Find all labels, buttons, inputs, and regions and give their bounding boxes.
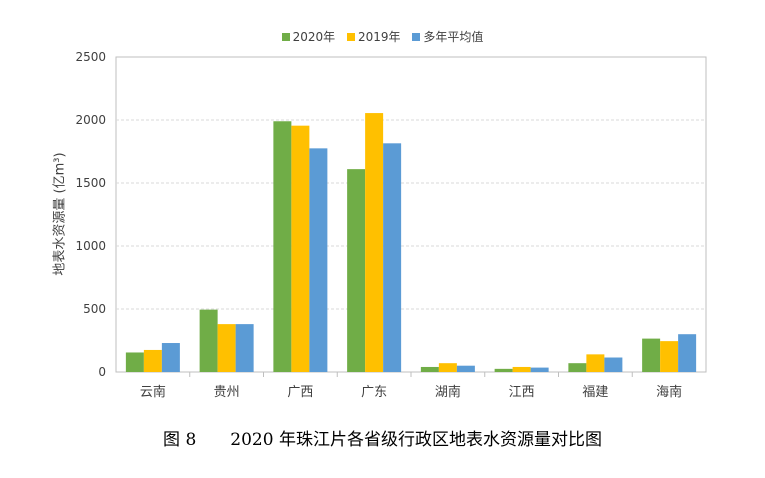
- legend-label-average: 多年平均值: [423, 30, 484, 44]
- bar: [678, 334, 697, 372]
- x-axis-ticks: 云南 贵州 广西 广东 湖南 江西 福建 海南: [140, 372, 682, 400]
- bar: [420, 366, 439, 372]
- y-tick-label: 1000: [75, 239, 106, 253]
- bar: [494, 368, 513, 372]
- figure-number: 图 8: [163, 430, 197, 450]
- gridlines: [116, 119, 706, 310]
- bar: [438, 363, 457, 372]
- legend-item-2020: 2020年: [281, 28, 336, 45]
- bars: [125, 113, 697, 372]
- bar: [199, 309, 218, 372]
- bar: [273, 121, 292, 372]
- figure-caption: 图 8 2020 年珠江片各省级行政区地表水资源量对比图: [0, 425, 765, 450]
- legend-item-average: 多年平均值: [412, 28, 483, 45]
- x-tick-label: 江西: [509, 385, 535, 400]
- legend-label-2020: 2020年: [292, 30, 336, 44]
- y-tick-label: 500: [83, 302, 106, 316]
- x-tick-label: 广西: [287, 385, 313, 400]
- y-tick-label: 0: [98, 365, 106, 379]
- bar: [642, 338, 661, 372]
- bar: [512, 366, 531, 372]
- bar: [125, 352, 144, 372]
- bar: [660, 341, 679, 372]
- legend-swatch-average: [412, 33, 421, 41]
- x-tick-label: 广东: [361, 385, 387, 400]
- y-tick-label: 2500: [75, 50, 106, 64]
- bar: [143, 349, 162, 372]
- legend-item-2019: 2019年: [346, 28, 401, 45]
- bar: [161, 343, 180, 372]
- bar: [235, 324, 254, 372]
- bar: [530, 367, 549, 372]
- bar: [217, 324, 236, 372]
- bar: [365, 113, 384, 372]
- bar: [347, 169, 366, 372]
- legend-swatch-2020: [281, 33, 290, 41]
- bar: [309, 148, 328, 372]
- figure-title: 2020 年珠江片各省级行政区地表水资源量对比图: [230, 430, 602, 450]
- x-tick-label: 湖南: [435, 384, 461, 400]
- x-tick-label: 海南: [656, 384, 682, 400]
- bar: [456, 365, 475, 372]
- y-axis-label: 地表水资源量 (亿m³): [52, 152, 68, 276]
- legend-swatch-2019: [346, 33, 355, 41]
- x-tick-label: 云南: [140, 384, 166, 400]
- legend-label-2019: 2019年: [357, 30, 401, 44]
- x-tick-label: 贵州: [214, 385, 240, 400]
- y-axis-ticks: 0 500 1000 1500 2000 2500: [75, 50, 106, 379]
- legend: 2020年 2019年 多年平均值: [0, 28, 765, 45]
- bar: [383, 143, 402, 372]
- bar: [291, 125, 310, 372]
- bar: [568, 363, 587, 372]
- x-tick-label: 福建: [582, 385, 608, 400]
- bar: [604, 357, 623, 372]
- y-tick-label: 1500: [75, 176, 106, 190]
- y-tick-label: 2000: [75, 113, 106, 127]
- bar: [586, 354, 605, 372]
